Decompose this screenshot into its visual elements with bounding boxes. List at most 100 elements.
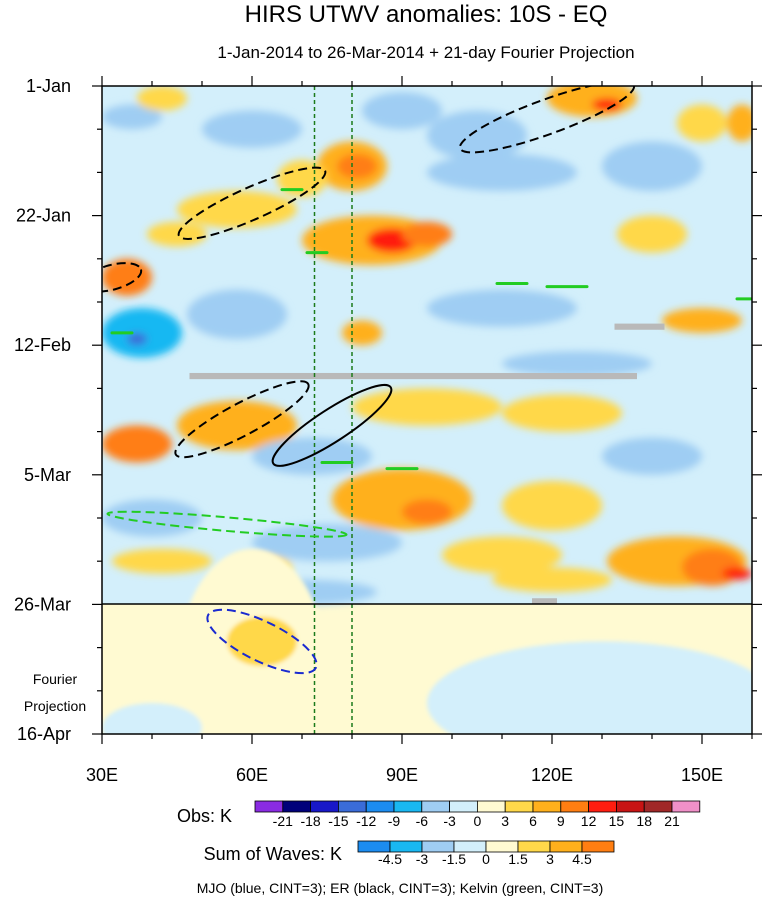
- waves-colorbar-level-label: 0: [482, 851, 490, 867]
- anomaly-patch-19: [402, 221, 452, 247]
- y-tick-label: 22-Jan: [16, 206, 71, 226]
- anomaly-patch-22: [102, 308, 182, 358]
- anomaly-patch-26: [342, 320, 382, 346]
- mjo-contour-6: [206, 608, 318, 675]
- plot-frame: [101, 85, 753, 735]
- obs-colorbar-swatch-1: [254, 800, 284, 813]
- reference-lines: [313, 86, 353, 734]
- projection-patch-4: [102, 703, 202, 734]
- anomaly-patch-12: [277, 160, 327, 198]
- obs-colorbar-swatch-15: [643, 800, 673, 813]
- obs-colorbar-level-label: -15: [328, 813, 348, 829]
- anomaly-patch-21: [102, 258, 152, 296]
- waves-colorbar-swatch-8: [581, 840, 615, 853]
- anomaly-patch-24: [187, 289, 287, 340]
- waves-colorbar-level-label: 4.5: [572, 851, 592, 867]
- anomaly-patch-27: [662, 308, 742, 333]
- anomaly-patch-13: [427, 153, 577, 191]
- er-contour-4: [174, 380, 310, 459]
- anomaly-patch-37: [502, 480, 602, 531]
- wave-legend-note: MJO (blue, CINT=3); ER (black, CINT=3); …: [197, 880, 604, 896]
- anomaly-patch-32: [502, 394, 622, 432]
- obs-colorbar-level-label: -9: [388, 813, 401, 829]
- anomaly-patch-4: [362, 92, 442, 130]
- axes: 30E 60E 90E 120E 150E 1-Jan 22-Jan 12-Feb 5-Mar 2…: [14, 76, 762, 785]
- obs-colorbar-level-label: -21: [273, 813, 293, 829]
- obs-colorbar-swatch-6: [393, 800, 423, 813]
- anomaly-patch-36: [402, 499, 452, 525]
- obs-colorbar-level-label: -3: [443, 813, 456, 829]
- missing-data-band-2: [614, 323, 665, 330]
- anomaly-patch-11: [337, 153, 377, 179]
- projection-label-line2: Projection: [24, 698, 86, 714]
- anomaly-patch-31: [352, 388, 502, 426]
- obs-colorbar-level-label: 12: [581, 813, 597, 829]
- anomaly-patch-38: [102, 499, 202, 537]
- obs-field: [102, 86, 752, 605]
- chart-title: HIRS UTWV anomalies: 10S - EQ: [245, 1, 608, 28]
- y-tick-label: 1-Jan: [26, 76, 71, 96]
- y-tick-label: 5-Mar: [24, 465, 71, 485]
- obs-colorbar-swatch-12: [560, 800, 589, 813]
- plot-area: [102, 86, 752, 734]
- waves-colorbar-level-label: -3: [416, 851, 429, 867]
- projection-label-line1: Fourier: [33, 671, 78, 687]
- anomaly-patch-23: [127, 332, 147, 346]
- anomaly-patch-2: [137, 86, 187, 111]
- y-tick-label: 12-Feb: [14, 335, 71, 355]
- er-contour-5: [271, 383, 393, 467]
- waves-colorbar-label: Sum of Waves: K: [204, 844, 342, 864]
- obs-colorbar-level-label: 15: [609, 813, 625, 829]
- obs-colorbar-level-label: 9: [557, 813, 565, 829]
- projection-patch-1: [177, 548, 327, 734]
- anomaly-patch-8: [677, 104, 727, 142]
- obs-colorbar-swatch-5: [365, 800, 395, 813]
- waves-colorbar-level-label: 3: [546, 851, 554, 867]
- anomaly-patch-7: [592, 98, 622, 111]
- obs-colorbar-swatch-2: [282, 800, 311, 813]
- y-tick-label: 16-Apr: [17, 724, 71, 744]
- waves-colorbar: -4.5 -3 -1.5 0 1.5 3 4.5: [357, 840, 615, 867]
- obs-colorbar-level-label: 6: [529, 813, 537, 829]
- obs-colorbar-level-label: -18: [300, 813, 320, 829]
- anomaly-patch-40: [112, 548, 212, 574]
- anomaly-patch-1: [102, 104, 162, 130]
- waves-colorbar-level-label: 1.5: [508, 851, 528, 867]
- obs-colorbar-swatch-9: [476, 800, 506, 813]
- obs-colorbar-level-label: 3: [501, 813, 509, 829]
- x-tick-label: 60E: [236, 765, 268, 785]
- obs-colorbar-swatch-10: [504, 800, 534, 813]
- anomaly-patch-35: [332, 468, 472, 531]
- obs-colorbar-swatch-4: [337, 800, 367, 813]
- anomaly-patch-30: [102, 425, 172, 463]
- anomaly-patch-42: [442, 536, 562, 574]
- anomaly-patch-9: [727, 104, 752, 142]
- obs-colorbar-swatch-14: [616, 800, 645, 813]
- obs-colorbar-swatch-11: [532, 800, 562, 813]
- x-tick-label: 120E: [531, 765, 573, 785]
- missing-data-band-1: [189, 372, 637, 380]
- waves-colorbar-level-label: -1.5: [442, 851, 466, 867]
- missing-data: [189, 323, 665, 605]
- obs-colorbar-swatch-7: [421, 800, 450, 813]
- obs-colorbar-level-label: 18: [636, 813, 652, 829]
- anomaly-patch-46: [492, 567, 612, 593]
- anomaly-patch-34: [602, 437, 702, 475]
- anomaly-patch-25: [427, 289, 577, 327]
- anomaly-patch-45: [722, 567, 752, 580]
- anomaly-patch-39: [252, 524, 402, 562]
- projection-patch-2: [227, 616, 297, 667]
- projection-patch-3: [427, 641, 752, 734]
- obs-colorbar-swatch-13: [588, 800, 617, 813]
- obs-colorbar-swatch-16: [671, 800, 701, 813]
- projection-field: [102, 548, 752, 734]
- kelvin-contour-7: [106, 510, 348, 538]
- chart-subtitle: 1-Jan-2014 to 26-Mar-2014 + 21-day Fouri…: [217, 43, 634, 62]
- x-tick-label: 90E: [386, 765, 418, 785]
- anomaly-patch-28: [502, 351, 652, 377]
- wave-contours: [102, 86, 752, 675]
- anomaly-patch-15: [177, 190, 297, 228]
- missing-data-band-3: [532, 598, 557, 605]
- waves-colorbar-level-label: -4.5: [378, 851, 402, 867]
- anomaly-patch-44: [682, 548, 742, 586]
